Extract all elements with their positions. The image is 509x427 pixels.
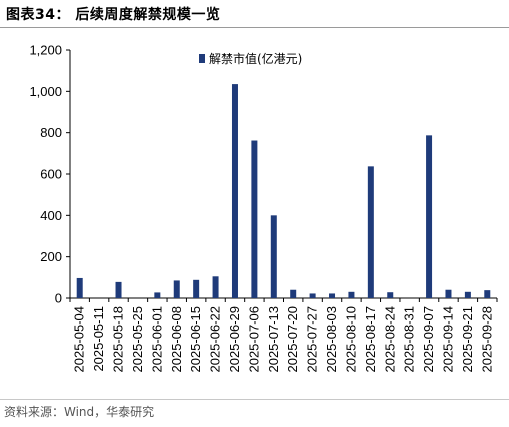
x-axis: 2025-05-04 2025-05-11 2025-05-18 2025-05-25… xyxy=(69,297,498,373)
x-tick-label: 2025-05-11 xyxy=(91,306,106,372)
x-tick-label: 2025-06-01 xyxy=(149,306,164,373)
legend: 解禁市值(亿港元) xyxy=(199,51,302,66)
title-divider xyxy=(0,27,509,28)
bar xyxy=(290,289,297,298)
x-tick-label: 2025-09-14 xyxy=(440,306,455,373)
bar xyxy=(231,84,238,298)
bars xyxy=(76,84,491,298)
bar xyxy=(173,280,180,298)
x-tick-label: 2025-09-07 xyxy=(421,306,436,373)
x-tick-label: 2025-05-18 xyxy=(111,306,126,373)
x-tick-label: 2025-05-25 xyxy=(130,306,145,373)
y-tick-label: 1,200 xyxy=(29,43,62,58)
legend-swatch xyxy=(199,54,205,63)
x-tick-label: 2025-08-31 xyxy=(402,306,417,373)
bar xyxy=(329,293,336,298)
x-tick-label: 2025-07-06 xyxy=(246,306,261,373)
x-tick-label: 2025-09-21 xyxy=(460,306,475,373)
x-tick-label: 2025-06-08 xyxy=(169,306,184,373)
y-axis: 0 200 400 600 800 1,000 1,200 xyxy=(29,43,71,306)
source-divider xyxy=(0,399,509,400)
y-tick-label: 0 xyxy=(55,291,62,306)
figure-title: 图表34： 后续周度解禁规模一览 xyxy=(6,7,221,23)
y-tick-label: 1,000 xyxy=(29,84,62,99)
bar xyxy=(212,276,219,298)
bar xyxy=(367,166,374,298)
bar xyxy=(464,291,471,298)
x-tick-label: 2025-09-28 xyxy=(479,306,494,373)
x-tick-label: 2025-05-04 xyxy=(72,306,87,373)
bar xyxy=(348,291,355,298)
x-tick-label: 2025-08-10 xyxy=(343,306,358,373)
bar xyxy=(193,279,200,298)
source-note: 资料来源：Wind，华泰研究 xyxy=(4,405,155,419)
x-tick-label: 2025-06-15 xyxy=(188,306,203,373)
x-tick-label: 2025-08-24 xyxy=(382,306,397,373)
bar xyxy=(251,140,258,298)
y-tick-label: 600 xyxy=(40,167,62,182)
bar xyxy=(309,293,316,298)
x-tick-label: 2025-07-27 xyxy=(305,306,320,373)
x-tick-label: 2025-08-03 xyxy=(324,306,339,373)
x-tick-label: 2025-08-17 xyxy=(363,306,378,373)
x-tick-label: 2025-07-13 xyxy=(266,306,281,373)
y-tick-label: 200 xyxy=(40,249,62,264)
bar xyxy=(115,281,122,298)
x-tick-label: 2025-06-22 xyxy=(208,306,223,373)
y-tick-label: 800 xyxy=(40,125,62,140)
x-tick-label: 2025-07-20 xyxy=(285,306,300,373)
bar xyxy=(270,215,277,298)
x-tick-label: 2025-06-29 xyxy=(227,306,242,373)
bar xyxy=(387,292,394,298)
bar xyxy=(76,277,83,298)
bar xyxy=(484,290,491,298)
y-tick-label: 400 xyxy=(40,208,62,223)
legend-label: 解禁市值(亿港元) xyxy=(209,51,302,66)
bar xyxy=(445,289,452,298)
bar xyxy=(426,135,433,298)
bar xyxy=(154,292,161,298)
